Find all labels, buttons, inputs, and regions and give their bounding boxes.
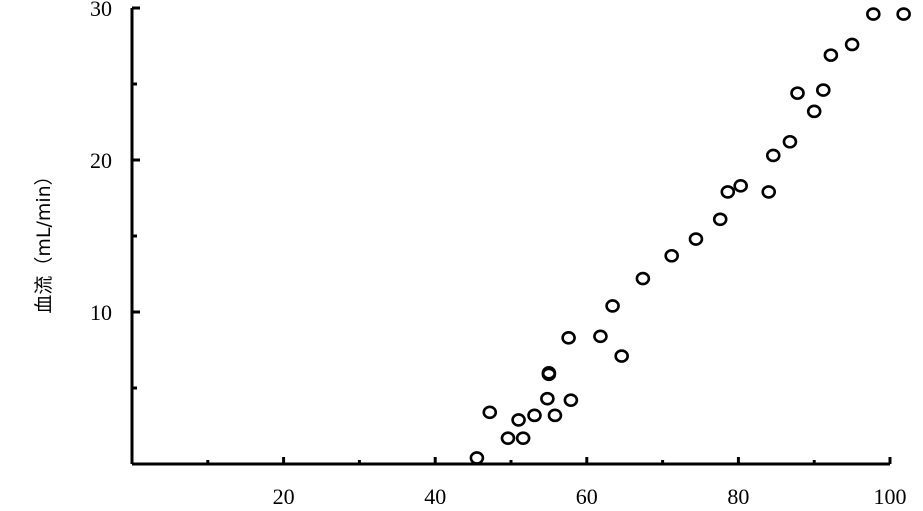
axis-ticks bbox=[132, 6, 892, 464]
data-points bbox=[469, 7, 911, 465]
data-point bbox=[823, 48, 839, 62]
x-tick-label: 40 bbox=[424, 484, 446, 509]
data-point bbox=[664, 248, 679, 263]
axis-tick-labels: 20 40 60 80 100 10 20 30 bbox=[90, 0, 907, 509]
data-point bbox=[806, 104, 822, 119]
data-point bbox=[547, 408, 563, 423]
data-point bbox=[790, 86, 805, 100]
data-point bbox=[733, 179, 748, 193]
data-point bbox=[765, 148, 781, 163]
data-point bbox=[688, 232, 704, 246]
data-point bbox=[515, 431, 531, 445]
data-point bbox=[561, 331, 576, 345]
data-point bbox=[712, 212, 728, 227]
x-tick-label: 100 bbox=[874, 484, 907, 509]
data-point bbox=[720, 185, 736, 199]
data-point bbox=[896, 7, 911, 21]
x-tick-label: 20 bbox=[273, 484, 295, 509]
y-axis-label: 血流（mL/min） bbox=[33, 166, 55, 313]
data-point bbox=[482, 405, 498, 420]
data-point bbox=[469, 451, 485, 465]
data-point bbox=[593, 329, 608, 344]
data-point bbox=[635, 271, 651, 286]
data-point bbox=[511, 413, 526, 427]
data-point bbox=[540, 391, 555, 406]
data-point bbox=[500, 431, 516, 445]
x-tick-label: 80 bbox=[727, 484, 749, 509]
data-point bbox=[527, 408, 542, 423]
data-point bbox=[605, 299, 620, 313]
data-point bbox=[815, 83, 831, 97]
data-point bbox=[541, 365, 557, 380]
data-point bbox=[844, 37, 860, 52]
y-tick-label: 20 bbox=[90, 148, 112, 173]
y-tick-label: 30 bbox=[90, 0, 112, 21]
data-point bbox=[866, 7, 881, 21]
x-tick-label: 60 bbox=[576, 484, 598, 509]
data-point bbox=[782, 134, 798, 149]
data-point bbox=[563, 393, 579, 407]
data-point bbox=[761, 185, 777, 199]
y-tick-label: 10 bbox=[90, 300, 112, 325]
data-point bbox=[614, 349, 629, 363]
